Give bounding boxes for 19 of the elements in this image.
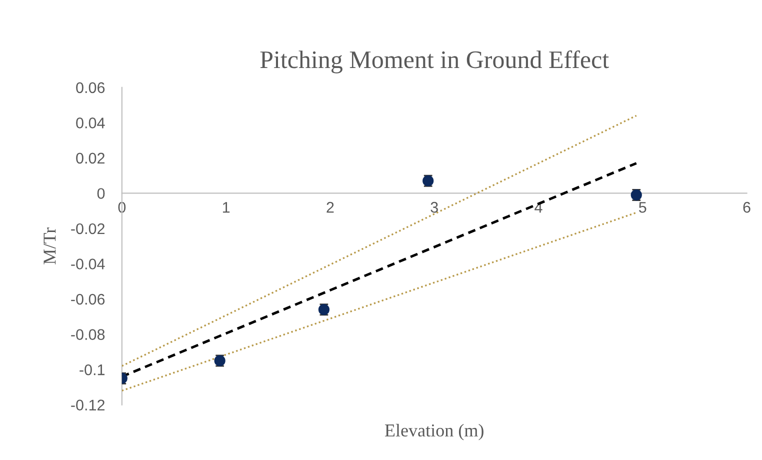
- x-tick-label: 5: [638, 202, 646, 213]
- x-tick-label: 6: [743, 202, 750, 213]
- x-tick-label: 1: [222, 202, 230, 213]
- y-tick-label: 0.06: [76, 82, 105, 94]
- y-tick-label: -0.12: [71, 400, 104, 410]
- y-tick-label: 0.04: [76, 118, 105, 128]
- y-axis-title: M/Tr: [44, 228, 56, 264]
- x-tick-label: 3: [430, 202, 438, 213]
- y-tick-label: -0.1: [80, 364, 105, 376]
- y-tick-label: 0.02: [76, 152, 104, 164]
- y-tick-label: 0: [97, 188, 105, 199]
- y-tick-label: -0.02: [71, 223, 104, 234]
- x-tick-label: 0: [118, 202, 126, 213]
- y-tick-label: -0.06: [71, 294, 105, 305]
- chart-title: Pitching Moment in Ground Effect: [260, 50, 609, 74]
- y-tick-label: -0.08: [71, 329, 105, 340]
- x-tick-label: 2: [326, 202, 334, 213]
- y-tick-label: -0.04: [71, 258, 105, 270]
- x-axis-title: Elevation (m): [384, 424, 484, 440]
